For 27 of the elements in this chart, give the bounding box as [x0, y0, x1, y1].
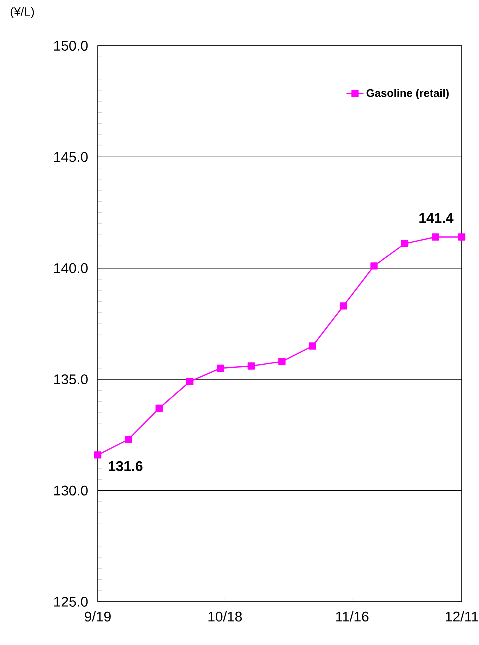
point [370, 262, 378, 270]
y-tick-label: 125.0 [54, 597, 88, 607]
x-tick-label: 12/11 [446, 612, 478, 622]
point [401, 240, 409, 248]
point [156, 404, 163, 412]
y-tick-label: 135.0 [54, 374, 88, 385]
point [94, 452, 102, 459]
y-tick-label: 145.0 [54, 152, 88, 162]
point [458, 234, 466, 241]
y-tick-label: 130.0 [54, 486, 88, 496]
point [248, 362, 256, 370]
annotation: 141.4 [420, 213, 454, 224]
point [278, 358, 286, 366]
x-tick-label: 9/19 [85, 612, 111, 622]
point [125, 436, 132, 444]
point [217, 364, 224, 372]
y-tick-label: 150.0 [54, 41, 88, 51]
point [432, 234, 440, 241]
point [186, 378, 194, 386]
y-axis-title: (¥/L) [10, 7, 34, 18]
x-tick-label: 11/16 [336, 612, 369, 622]
y-tick-label: 140.0 [54, 263, 88, 274]
legend-label: Gasoline (retail) [366, 89, 449, 100]
annotation: 131.6 [109, 461, 143, 472]
point [340, 302, 348, 310]
x-tick-label: 10/18 [208, 612, 242, 622]
point [309, 342, 316, 350]
